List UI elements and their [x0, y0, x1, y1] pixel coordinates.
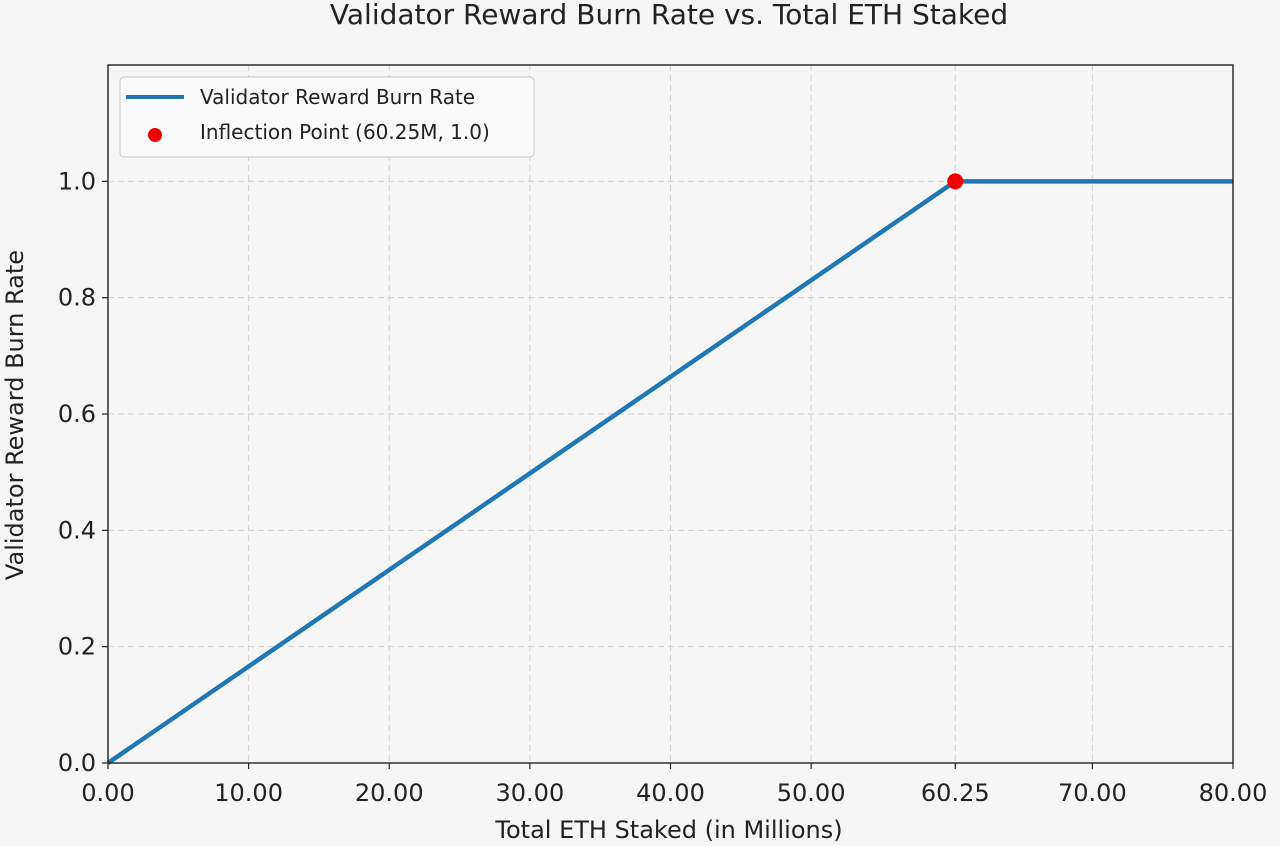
legend-line-label: Validator Reward Burn Rate: [200, 85, 475, 109]
x-tick-label: 40.00: [636, 779, 705, 807]
grid-layer: [107, 65, 1234, 764]
x-tick-label: 30.00: [496, 779, 565, 807]
y-tick-label: 0.8: [58, 284, 96, 312]
x-tick-label: 10.00: [214, 779, 283, 807]
y-tick-label: 0.0: [58, 749, 96, 777]
x-tick-label: 80.00: [1199, 779, 1268, 807]
legend-box: [119, 76, 535, 158]
y-tick-label: 1.0: [58, 167, 96, 195]
x-axis-label: Total ETH Staked (in Millions): [494, 816, 842, 844]
y-tick-label: 0.4: [58, 516, 96, 544]
series-layer: [106, 173, 1233, 765]
x-tick-label: 50.00: [777, 779, 846, 807]
y-axis-label: Validator Reward Burn Rate: [1, 250, 29, 580]
y-tick-label: 0.2: [58, 633, 96, 661]
y-tick-label: 0.6: [58, 400, 96, 428]
x-tick-label: 70.00: [1058, 779, 1127, 807]
legend-point-label: Inflection Point (60.25M, 1.0): [200, 120, 490, 144]
legend: Validator Reward Burn Rate Inflection Po…: [119, 76, 535, 158]
tick-layer: 0.00 10.00 20.00 30.00 40.00 50.00 60.25 70.00 8…: [58, 167, 1268, 807]
x-tick-label: 20.00: [355, 779, 424, 807]
chart-title: Validator Reward Burn Rate vs. Total ETH…: [330, 0, 1008, 31]
inflection-point-marker: [947, 173, 964, 190]
x-tick-label: 60.25: [921, 779, 990, 807]
x-tick-label: 0.00: [81, 779, 134, 807]
legend-point-swatch: [148, 128, 162, 142]
